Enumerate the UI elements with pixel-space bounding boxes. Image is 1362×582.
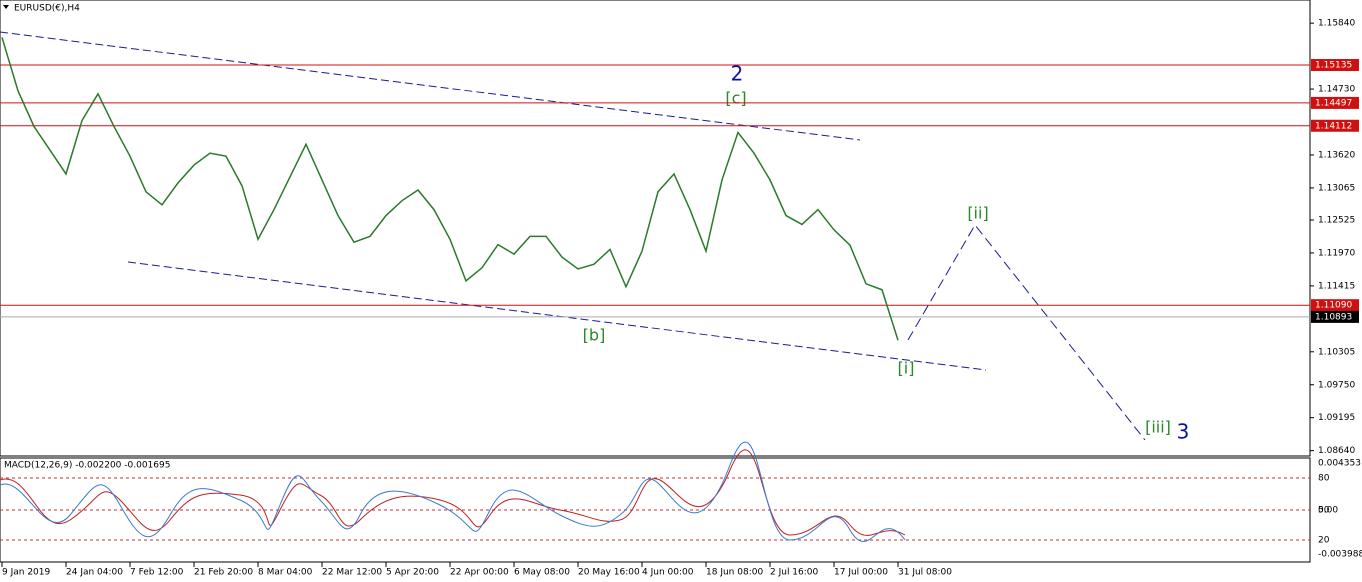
y-tick-label: 1.10305 xyxy=(1318,347,1355,357)
macd-axis-label: 0.004353 xyxy=(1318,459,1361,469)
y-tick-label: 1.11415 xyxy=(1318,281,1355,291)
x-tick-label: 7 Feb 12:00 xyxy=(130,568,184,578)
macd-signal xyxy=(0,449,906,536)
x-tick-label: 8 Mar 04:00 xyxy=(258,568,313,578)
y-tick-label: 1.15840 xyxy=(1318,19,1355,29)
wave-label: 2 xyxy=(731,62,744,86)
macd-axis-label: 80 xyxy=(1318,474,1330,484)
x-tick-label: 18 Jun 08:00 xyxy=(706,568,763,578)
x-tick-label: 31 Jul 08:00 xyxy=(898,568,952,578)
menu-arrow xyxy=(3,5,9,9)
x-tick-label: 24 Jan 04:00 xyxy=(66,568,123,578)
wave-label: [ii] xyxy=(967,204,988,223)
level-tag xyxy=(1311,119,1359,132)
wave-label: 3 xyxy=(1177,420,1190,444)
price-pane xyxy=(0,0,1311,457)
projection-line xyxy=(907,224,1146,441)
x-tick-label: 9 Jan 2019 xyxy=(2,568,50,578)
channel-line xyxy=(127,261,987,371)
level-tag xyxy=(1311,299,1359,312)
wave-label: [iii] xyxy=(1145,418,1171,437)
x-tick-label: 21 Feb 20:00 xyxy=(194,568,253,578)
macd-axis-label: -0.003988 xyxy=(1318,550,1362,560)
wave-label: [b] xyxy=(583,326,606,345)
x-tick-label: 20 May 16:00 xyxy=(578,568,640,578)
y-tick-label: 1.11970 xyxy=(1318,248,1355,258)
wave-label: [c] xyxy=(725,89,746,108)
x-tick-label: 4 Jun 00:00 xyxy=(642,568,694,578)
level-label: 1.14112 xyxy=(1315,121,1352,131)
x-tick-label: 5 Apr 20:00 xyxy=(386,568,439,578)
macd-axis-label: 0.00 xyxy=(1318,506,1338,516)
macd-axis-label: 50 xyxy=(1318,506,1330,516)
level-label: 1.15135 xyxy=(1315,61,1352,71)
y-tick-label: 1.08640 xyxy=(1318,446,1355,456)
y-tick-label: 1.14730 xyxy=(1318,85,1355,95)
y-tick-label: 1.09750 xyxy=(1318,380,1355,390)
level-label: 1.11090 xyxy=(1315,301,1352,311)
y-tick-label: 1.13620 xyxy=(1318,150,1355,160)
y-tick-label: 1.13065 xyxy=(1318,183,1355,193)
current-price-label: 1.10893 xyxy=(1315,312,1352,322)
price-line xyxy=(1,37,899,341)
chart-title: EURUSD(€),H4 xyxy=(14,4,80,14)
y-tick-label: 1.12525 xyxy=(1318,215,1355,225)
x-tick-label: 6 May 08:00 xyxy=(514,568,570,578)
x-tick-label: 17 Jul 00:00 xyxy=(834,568,888,578)
macd-title: MACD(12,26,9) -0.002200 -0.001695 xyxy=(4,461,170,471)
level-tag xyxy=(1311,59,1359,72)
x-tick-label: 2 Jul 16:00 xyxy=(770,568,819,578)
current-price-tag xyxy=(1311,310,1359,323)
channel-line xyxy=(0,31,861,141)
level-tag xyxy=(1311,96,1359,109)
macd-axis-label: 20 xyxy=(1318,536,1330,546)
y-tick-label: 1.09195 xyxy=(1318,413,1355,423)
macd-line xyxy=(0,441,906,542)
level-label: 1.14497 xyxy=(1315,98,1352,108)
x-tick-label: 22 Apr 00:00 xyxy=(450,568,509,578)
wave-label: [i] xyxy=(898,359,915,378)
x-tick-label: 22 Mar 12:00 xyxy=(322,568,382,578)
